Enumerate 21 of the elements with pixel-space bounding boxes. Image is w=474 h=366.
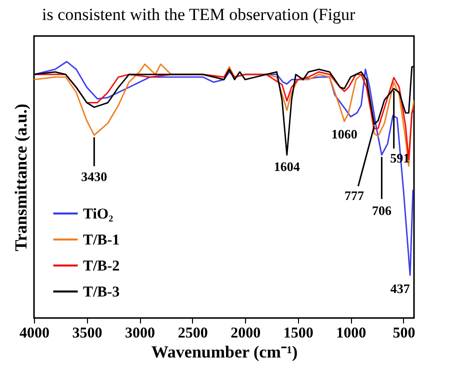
x-tick-label: 1500	[283, 326, 314, 342]
x-tick-label: 3000	[125, 326, 156, 342]
annotation: 1060	[331, 126, 358, 142]
annotation: 3430	[81, 169, 108, 184]
text: is consistent with the TEM observation (Figur	[42, 5, 356, 24]
legend-label: TiO₂	[83, 206, 114, 222]
annotation: 437	[390, 281, 410, 296]
x-tick-label: 500	[392, 326, 416, 342]
annotation: 706	[372, 202, 392, 218]
x-tick-label: 2500	[178, 326, 208, 342]
legend-label: T/B-2	[83, 258, 120, 274]
x-tick-label: 4000	[20, 326, 50, 342]
x-tick-label: 2000	[230, 326, 261, 342]
x-tick-label: 1000	[336, 326, 366, 342]
x-axis-title: Wavenumber (cm⁻¹)	[151, 342, 298, 362]
x-tick-label: 3500	[72, 326, 102, 342]
annotation: 777	[344, 188, 364, 204]
legend-label: T/B-1	[83, 232, 120, 248]
y-axis-title: Transmittance (a.u.)	[12, 104, 30, 252]
legend-label: T/B-3	[83, 284, 120, 300]
annotation: 1604	[274, 158, 300, 174]
